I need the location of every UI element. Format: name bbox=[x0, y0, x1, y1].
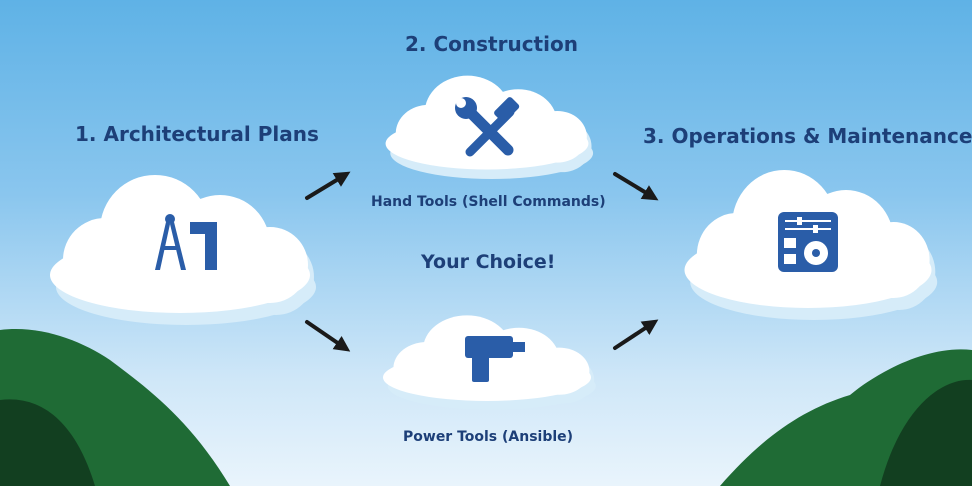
power-tools-label: Power Tools (Ansible) bbox=[403, 429, 574, 445]
your-choice-label: Your Choice! bbox=[421, 251, 556, 273]
arrow-plans-to-power-tools bbox=[305, 320, 351, 352]
arrow-plans-to-hand-tools bbox=[305, 171, 351, 200]
step-1-title: 1. Architectural Plans bbox=[75, 122, 319, 146]
hand-tools-label: Hand Tools (Shell Commands) bbox=[371, 194, 606, 210]
arrow-power-tools-to-operations bbox=[613, 319, 659, 350]
step-3-title: 3. Operations & Maintenance bbox=[643, 124, 972, 148]
step-2-title: 2. Construction bbox=[405, 32, 578, 56]
drafting-compass-ruler-icon bbox=[155, 214, 217, 270]
wrench-hammer-icon bbox=[455, 97, 520, 157]
plans-cloud bbox=[50, 175, 316, 325]
control-panel-gear-icon bbox=[778, 212, 838, 272]
right-hills bbox=[720, 349, 972, 486]
arrow-hand-tools-to-operations bbox=[613, 172, 659, 201]
power-tools-cloud bbox=[383, 315, 596, 410]
power-drill-icon bbox=[465, 336, 525, 382]
left-hills bbox=[0, 329, 230, 486]
